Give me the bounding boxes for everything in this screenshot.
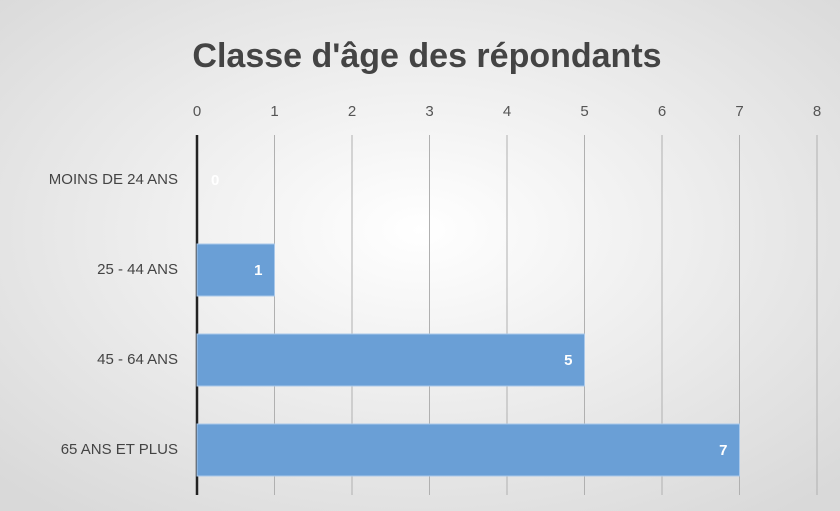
data-label: 0	[211, 172, 219, 189]
data-label: 1	[254, 262, 262, 279]
x-tick-label: 6	[658, 103, 666, 120]
x-tick-label: 3	[425, 103, 433, 120]
x-tick-label: 4	[503, 103, 511, 120]
y-tick-label: 65 ANS ET PLUS	[61, 441, 178, 458]
x-tick-label: 1	[270, 103, 278, 120]
x-tick-label: 8	[813, 103, 821, 120]
x-tick-label: 5	[580, 103, 588, 120]
chart-title: Classe d'âge des répondants	[192, 37, 661, 75]
y-tick-label: 25 - 44 ANS	[97, 261, 178, 278]
bar	[196, 333, 585, 387]
x-tick-label: 7	[735, 103, 743, 120]
x-tick-label: 2	[348, 103, 356, 120]
data-label: 7	[719, 442, 727, 459]
x-tick-label: 0	[193, 103, 201, 120]
bar	[196, 243, 275, 297]
y-tick-label: MOINS DE 24 ANS	[49, 171, 178, 188]
y-tick-label: 45 - 64 ANS	[97, 351, 178, 368]
data-label: 5	[564, 352, 572, 369]
bar	[196, 423, 740, 477]
